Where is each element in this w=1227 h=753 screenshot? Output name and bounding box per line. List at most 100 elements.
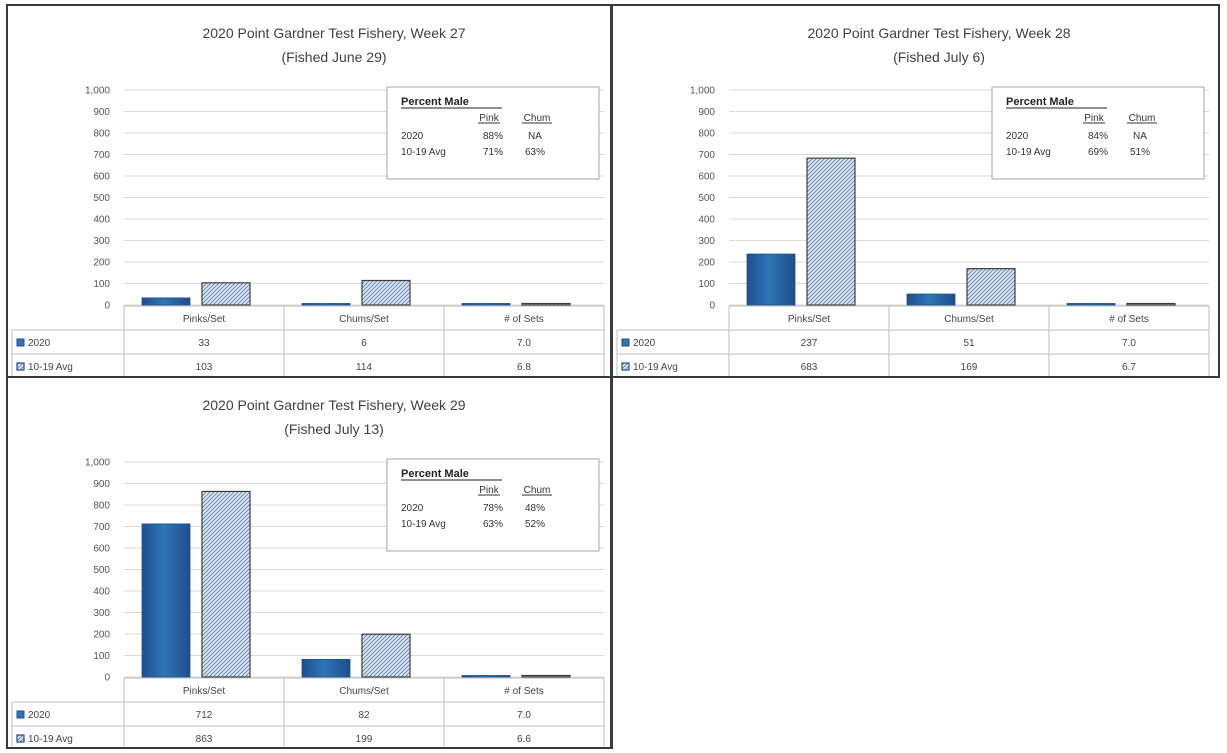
chart-panel-week-27: 2020 Point Gardner Test Fishery, Week 27… xyxy=(6,4,613,378)
y-tick-label: 400 xyxy=(93,215,110,226)
percent-row-label: 10-19 Avg xyxy=(401,519,446,530)
bar-series-10-19-avg-2 xyxy=(1126,302,1176,306)
data-label: 7.0 xyxy=(1122,338,1136,349)
percent-row-label: 2020 xyxy=(401,503,424,514)
legend-key-2020 xyxy=(16,338,25,347)
category-label: Pinks/Set xyxy=(183,686,225,697)
legend-key-10-19-avg xyxy=(621,362,630,371)
percent-male-box: Percent Male Pink Chum 2020 78% 48% 10-19 Avg 6… xyxy=(386,458,600,552)
y-tick-label: 400 xyxy=(93,587,110,598)
y-tick-label: 200 xyxy=(93,258,110,269)
y-tick-label: 800 xyxy=(93,129,110,140)
chart-week-29: 2020 Point Gardner Test Fishery, Week 29… xyxy=(11,397,605,746)
data-label: 863 xyxy=(196,734,213,745)
bar-series-2020-2 xyxy=(1066,303,1116,306)
y-tick-label: 700 xyxy=(93,522,110,533)
percent-chum: 52% xyxy=(525,519,545,530)
bar-series-10-19-avg-1 xyxy=(361,633,411,678)
chart-week-28: 2020 Point Gardner Test Fishery, Week 28… xyxy=(616,25,1210,376)
chart-subtitle: (Fished July 13) xyxy=(284,421,384,437)
data-label: 33 xyxy=(198,338,210,349)
bar-series-2020-2 xyxy=(461,675,511,678)
y-tick-label: 900 xyxy=(93,107,110,118)
bar-series-10-19-avg-0 xyxy=(201,490,251,678)
data-label: 51 xyxy=(963,338,975,349)
data-label: 237 xyxy=(801,338,818,349)
y-tick-label: 600 xyxy=(93,544,110,555)
percent-pink: 63% xyxy=(483,519,503,530)
chart-title: 2020 Point Gardner Test Fishery, Week 29 xyxy=(202,397,465,413)
series-name: 2020 xyxy=(28,338,51,349)
y-tick-label: 700 xyxy=(93,150,110,161)
legend-key-2020 xyxy=(16,710,25,719)
series-name: 2020 xyxy=(28,710,51,721)
column-chum: Chum xyxy=(524,485,551,496)
chart-title: 2020 Point Gardner Test Fishery, Week 27 xyxy=(202,25,465,41)
bar-series-2020-1 xyxy=(301,658,351,678)
percent-row-label: 2020 xyxy=(401,131,424,142)
legend-key-10-19-avg xyxy=(16,362,25,371)
y-tick-label: 200 xyxy=(93,630,110,641)
y-tick-label: 100 xyxy=(698,279,715,290)
data-label: 169 xyxy=(961,362,978,373)
chart-subtitle: (Fished July 6) xyxy=(893,49,985,65)
series-name: 10-19 Avg xyxy=(28,734,73,745)
column-pink: Pink xyxy=(479,485,499,496)
data-label: 6 xyxy=(361,338,367,349)
y-tick-label: 600 xyxy=(93,172,110,183)
bar-series-10-19-avg-1 xyxy=(966,268,1016,306)
bar-series-2020-0 xyxy=(746,253,796,306)
bar-series-2020-0 xyxy=(141,297,191,306)
data-label: 7.0 xyxy=(517,710,531,721)
percent-male-heading: Percent Male xyxy=(401,96,469,108)
category-label: Chums/Set xyxy=(339,314,389,325)
chart-week-27: 2020 Point Gardner Test Fishery, Week 27… xyxy=(11,25,605,376)
percent-pink: 88% xyxy=(483,131,503,142)
category-label: # of Sets xyxy=(504,686,543,697)
chart-title: 2020 Point Gardner Test Fishery, Week 28 xyxy=(807,25,1070,41)
chart-panel-week-29: 2020 Point Gardner Test Fishery, Week 29… xyxy=(6,378,613,749)
category-label: Chums/Set xyxy=(944,314,994,325)
percent-pink: 78% xyxy=(483,503,503,514)
percent-chum: 51% xyxy=(1130,147,1150,158)
y-tick-label: 900 xyxy=(93,479,110,490)
column-pink: Pink xyxy=(1084,113,1104,124)
chart-subtitle: (Fished June 29) xyxy=(281,49,386,65)
data-label: 103 xyxy=(196,362,213,373)
percent-pink: 84% xyxy=(1088,131,1108,142)
percent-row-label: 2020 xyxy=(1006,131,1029,142)
percent-row-label: 10-19 Avg xyxy=(1006,147,1051,158)
y-tick-label: 300 xyxy=(93,608,110,619)
y-tick-label: 500 xyxy=(698,193,715,204)
bar-series-10-19-avg-0 xyxy=(201,282,251,306)
data-label: 6.7 xyxy=(1122,362,1136,373)
data-label: 7.0 xyxy=(517,338,531,349)
y-tick-label: 100 xyxy=(93,651,110,662)
percent-pink: 69% xyxy=(1088,147,1108,158)
legend-key-2020 xyxy=(621,338,630,347)
percent-male-box: Percent Male Pink Chum 2020 84% NA 10-19 Avg 69… xyxy=(991,86,1205,180)
y-tick-label: 700 xyxy=(698,150,715,161)
percent-male-frame xyxy=(386,86,600,180)
data-label: 82 xyxy=(358,710,370,721)
column-chum: Chum xyxy=(1129,113,1156,124)
series-name: 10-19 Avg xyxy=(28,362,73,373)
y-tick-label: 500 xyxy=(93,193,110,204)
percent-row-label: 10-19 Avg xyxy=(401,147,446,158)
y-tick-label: 500 xyxy=(93,565,110,576)
percent-male-heading: Percent Male xyxy=(401,468,469,480)
y-tick-label: 800 xyxy=(93,501,110,512)
y-tick-label: 900 xyxy=(698,107,715,118)
percent-male-box: Percent Male Pink Chum 2020 88% NA 10-19 Avg 71… xyxy=(386,86,600,180)
series-name: 10-19 Avg xyxy=(633,362,678,373)
data-label: 683 xyxy=(801,362,818,373)
bar-series-2020-0 xyxy=(141,523,191,678)
data-label: 6.8 xyxy=(517,362,531,373)
category-label: # of Sets xyxy=(1109,314,1148,325)
series-name: 2020 xyxy=(633,338,656,349)
y-tick-label: 200 xyxy=(698,258,715,269)
bar-series-10-19-avg-0 xyxy=(806,157,856,306)
category-label: # of Sets xyxy=(504,314,543,325)
bar-series-2020-1 xyxy=(301,303,351,306)
percent-chum: 48% xyxy=(525,503,545,514)
